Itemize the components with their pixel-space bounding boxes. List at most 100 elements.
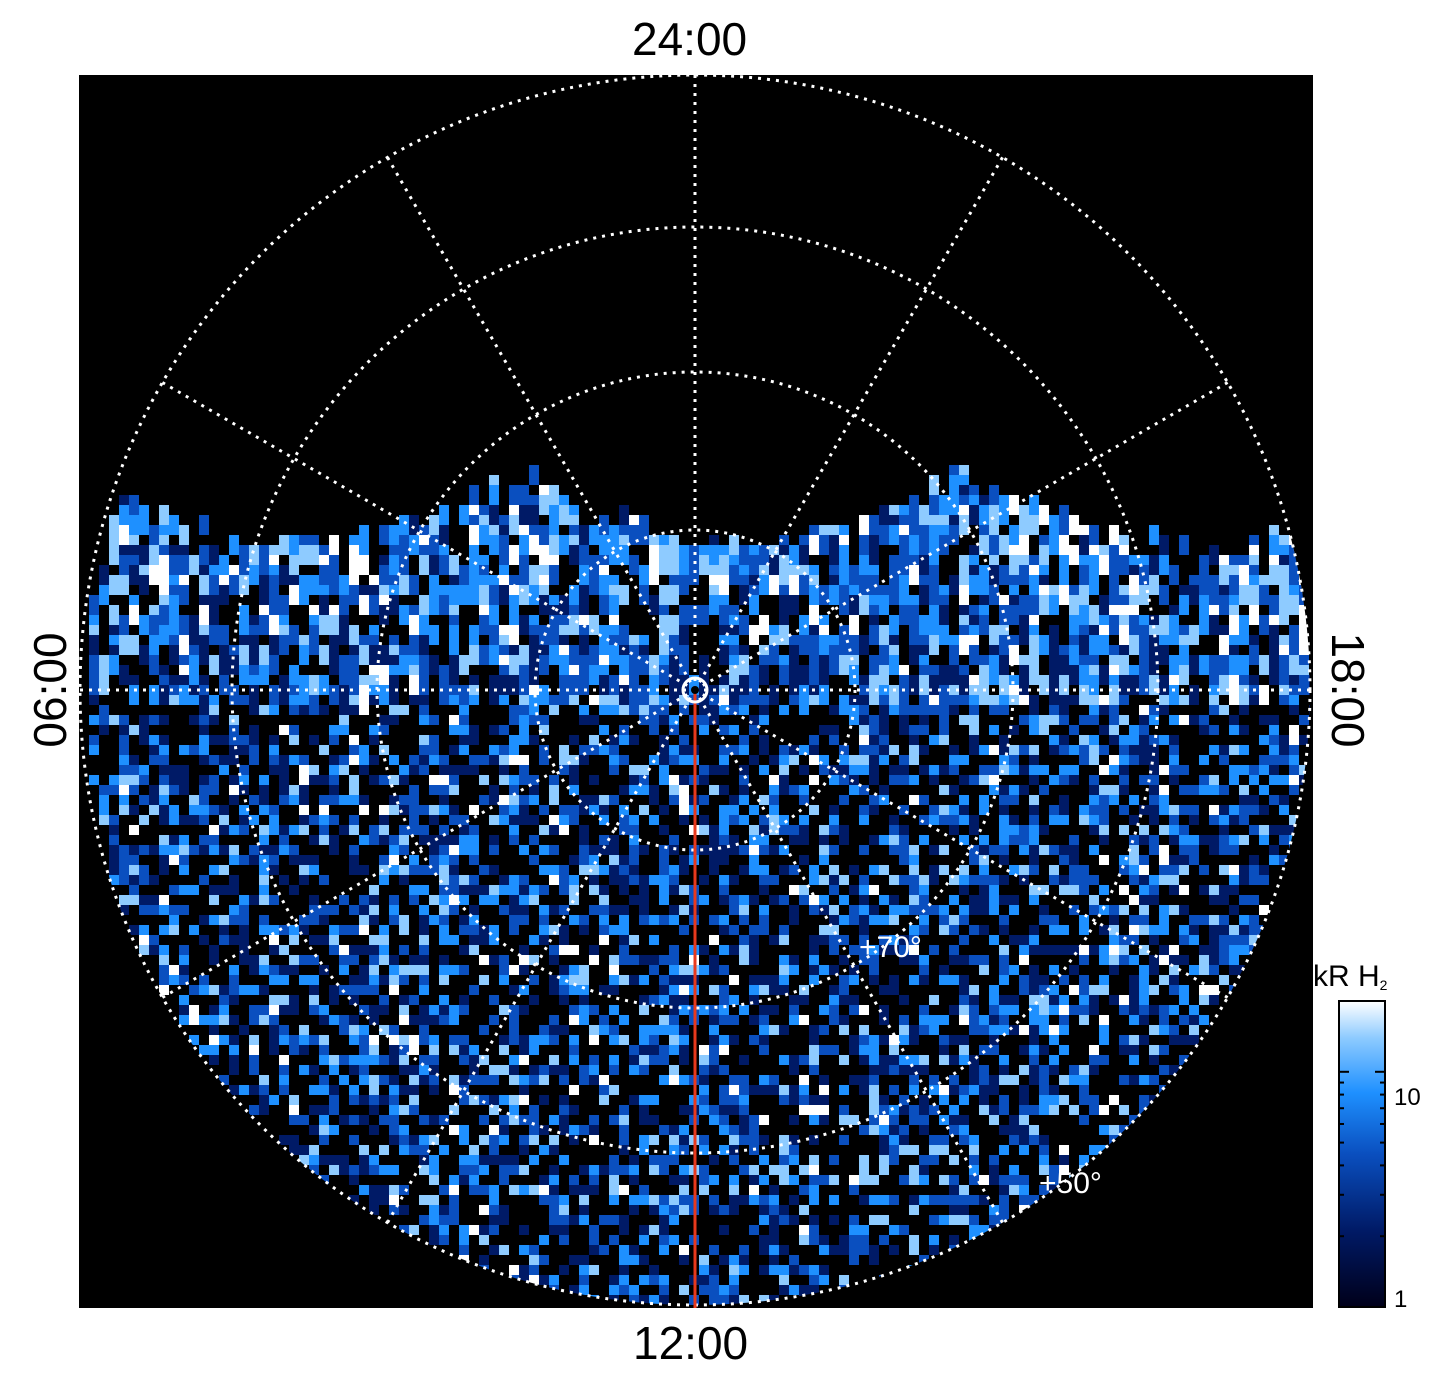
emission-pixel [469, 1145, 479, 1155]
emission-pixel [269, 735, 279, 745]
emission-pixel [369, 695, 379, 705]
emission-pixel [819, 1175, 829, 1185]
emission-pixel [669, 945, 679, 955]
emission-pixel [519, 505, 529, 525]
emission-pixel [129, 685, 139, 705]
emission-pixel [409, 1105, 419, 1115]
emission-pixel [1119, 1005, 1129, 1015]
emission-pixel [819, 1005, 829, 1015]
emission-pixel [909, 895, 919, 905]
emission-pixel [239, 575, 249, 595]
emission-pixel [849, 1115, 859, 1125]
emission-pixel [419, 865, 429, 875]
emission-pixel [1039, 1085, 1049, 1095]
emission-pixel [279, 695, 289, 705]
emission-pixel [509, 1075, 519, 1085]
emission-pixel [1129, 635, 1139, 655]
emission-pixel [569, 615, 579, 635]
emission-pixel [1269, 755, 1279, 765]
emission-pixel [1089, 1005, 1099, 1015]
emission-pixel [169, 815, 179, 825]
emission-pixel [829, 775, 839, 785]
emission-pixel [1269, 825, 1279, 835]
emission-pixel [439, 1145, 449, 1155]
emission-pixel [1059, 765, 1069, 775]
emission-pixel [999, 815, 1009, 825]
emission-pixel [379, 565, 389, 585]
emission-pixel [879, 665, 889, 685]
emission-pixel [369, 975, 379, 985]
emission-pixel [1229, 615, 1239, 635]
emission-pixel [529, 1185, 539, 1195]
emission-pixel [719, 1095, 729, 1105]
emission-pixel [979, 775, 989, 785]
emission-pixel [349, 815, 359, 825]
emission-pixel [739, 1245, 749, 1255]
emission-pixel [819, 1235, 829, 1245]
emission-pixel [859, 1225, 869, 1235]
emission-pixel [609, 1185, 619, 1195]
emission-pixel [799, 575, 809, 595]
emission-pixel [589, 1245, 599, 1255]
emission-pixel [1009, 495, 1019, 515]
emission-pixel [1209, 665, 1219, 685]
emission-pixel [999, 955, 1009, 965]
emission-pixel [979, 955, 989, 965]
emission-pixel [919, 505, 929, 525]
emission-pixel [299, 1025, 309, 1035]
emission-pixel [1069, 845, 1079, 855]
emission-pixel [749, 935, 759, 945]
emission-pixel [529, 785, 539, 795]
emission-pixel [499, 905, 509, 915]
emission-pixel [149, 935, 159, 945]
emission-pixel [869, 655, 879, 675]
emission-pixel [819, 535, 829, 555]
emission-pixel [659, 865, 669, 875]
emission-pixel [1199, 775, 1209, 785]
emission-pixel [1159, 765, 1169, 775]
emission-pixel [459, 1155, 469, 1165]
emission-pixel [329, 575, 339, 595]
emission-pixel [599, 915, 609, 925]
emission-pixel [379, 875, 389, 885]
emission-pixel [439, 925, 449, 935]
emission-pixel [769, 795, 779, 805]
emission-pixel [979, 615, 989, 635]
emission-pixel [909, 875, 919, 885]
emission-pixel [229, 755, 239, 765]
emission-pixel [499, 1115, 509, 1125]
emission-pixel [159, 745, 169, 755]
emission-pixel [1039, 1075, 1049, 1085]
emission-pixel [719, 695, 729, 705]
emission-pixel [899, 535, 909, 555]
emission-pixel [1059, 1075, 1069, 1085]
emission-pixel [579, 965, 589, 975]
emission-pixel [1169, 1065, 1179, 1075]
emission-pixel [679, 745, 689, 755]
emission-pixel [419, 1075, 429, 1085]
emission-pixel [649, 1045, 659, 1055]
emission-pixel [1009, 765, 1019, 775]
emission-pixel [279, 635, 289, 655]
emission-pixel [309, 1065, 319, 1075]
emission-pixel [519, 1275, 529, 1285]
emission-pixel [839, 835, 849, 845]
emission-pixel [1169, 775, 1179, 785]
emission-pixel [1129, 675, 1139, 695]
emission-pixel [849, 1075, 859, 1085]
emission-pixel [449, 745, 459, 755]
emission-pixel [459, 725, 469, 735]
emission-pixel [879, 1125, 889, 1135]
emission-pixel [859, 805, 869, 815]
emission-pixel [109, 845, 119, 855]
emission-pixel [319, 1115, 329, 1125]
emission-pixel [1029, 855, 1039, 865]
emission-pixel [459, 995, 469, 1005]
emission-pixel [1259, 735, 1269, 745]
emission-pixel [989, 995, 999, 1005]
emission-pixel [659, 765, 669, 775]
meridian-line [161, 688, 696, 999]
emission-pixel [309, 1145, 319, 1155]
emission-pixel [379, 925, 389, 935]
emission-pixel [1089, 575, 1099, 595]
